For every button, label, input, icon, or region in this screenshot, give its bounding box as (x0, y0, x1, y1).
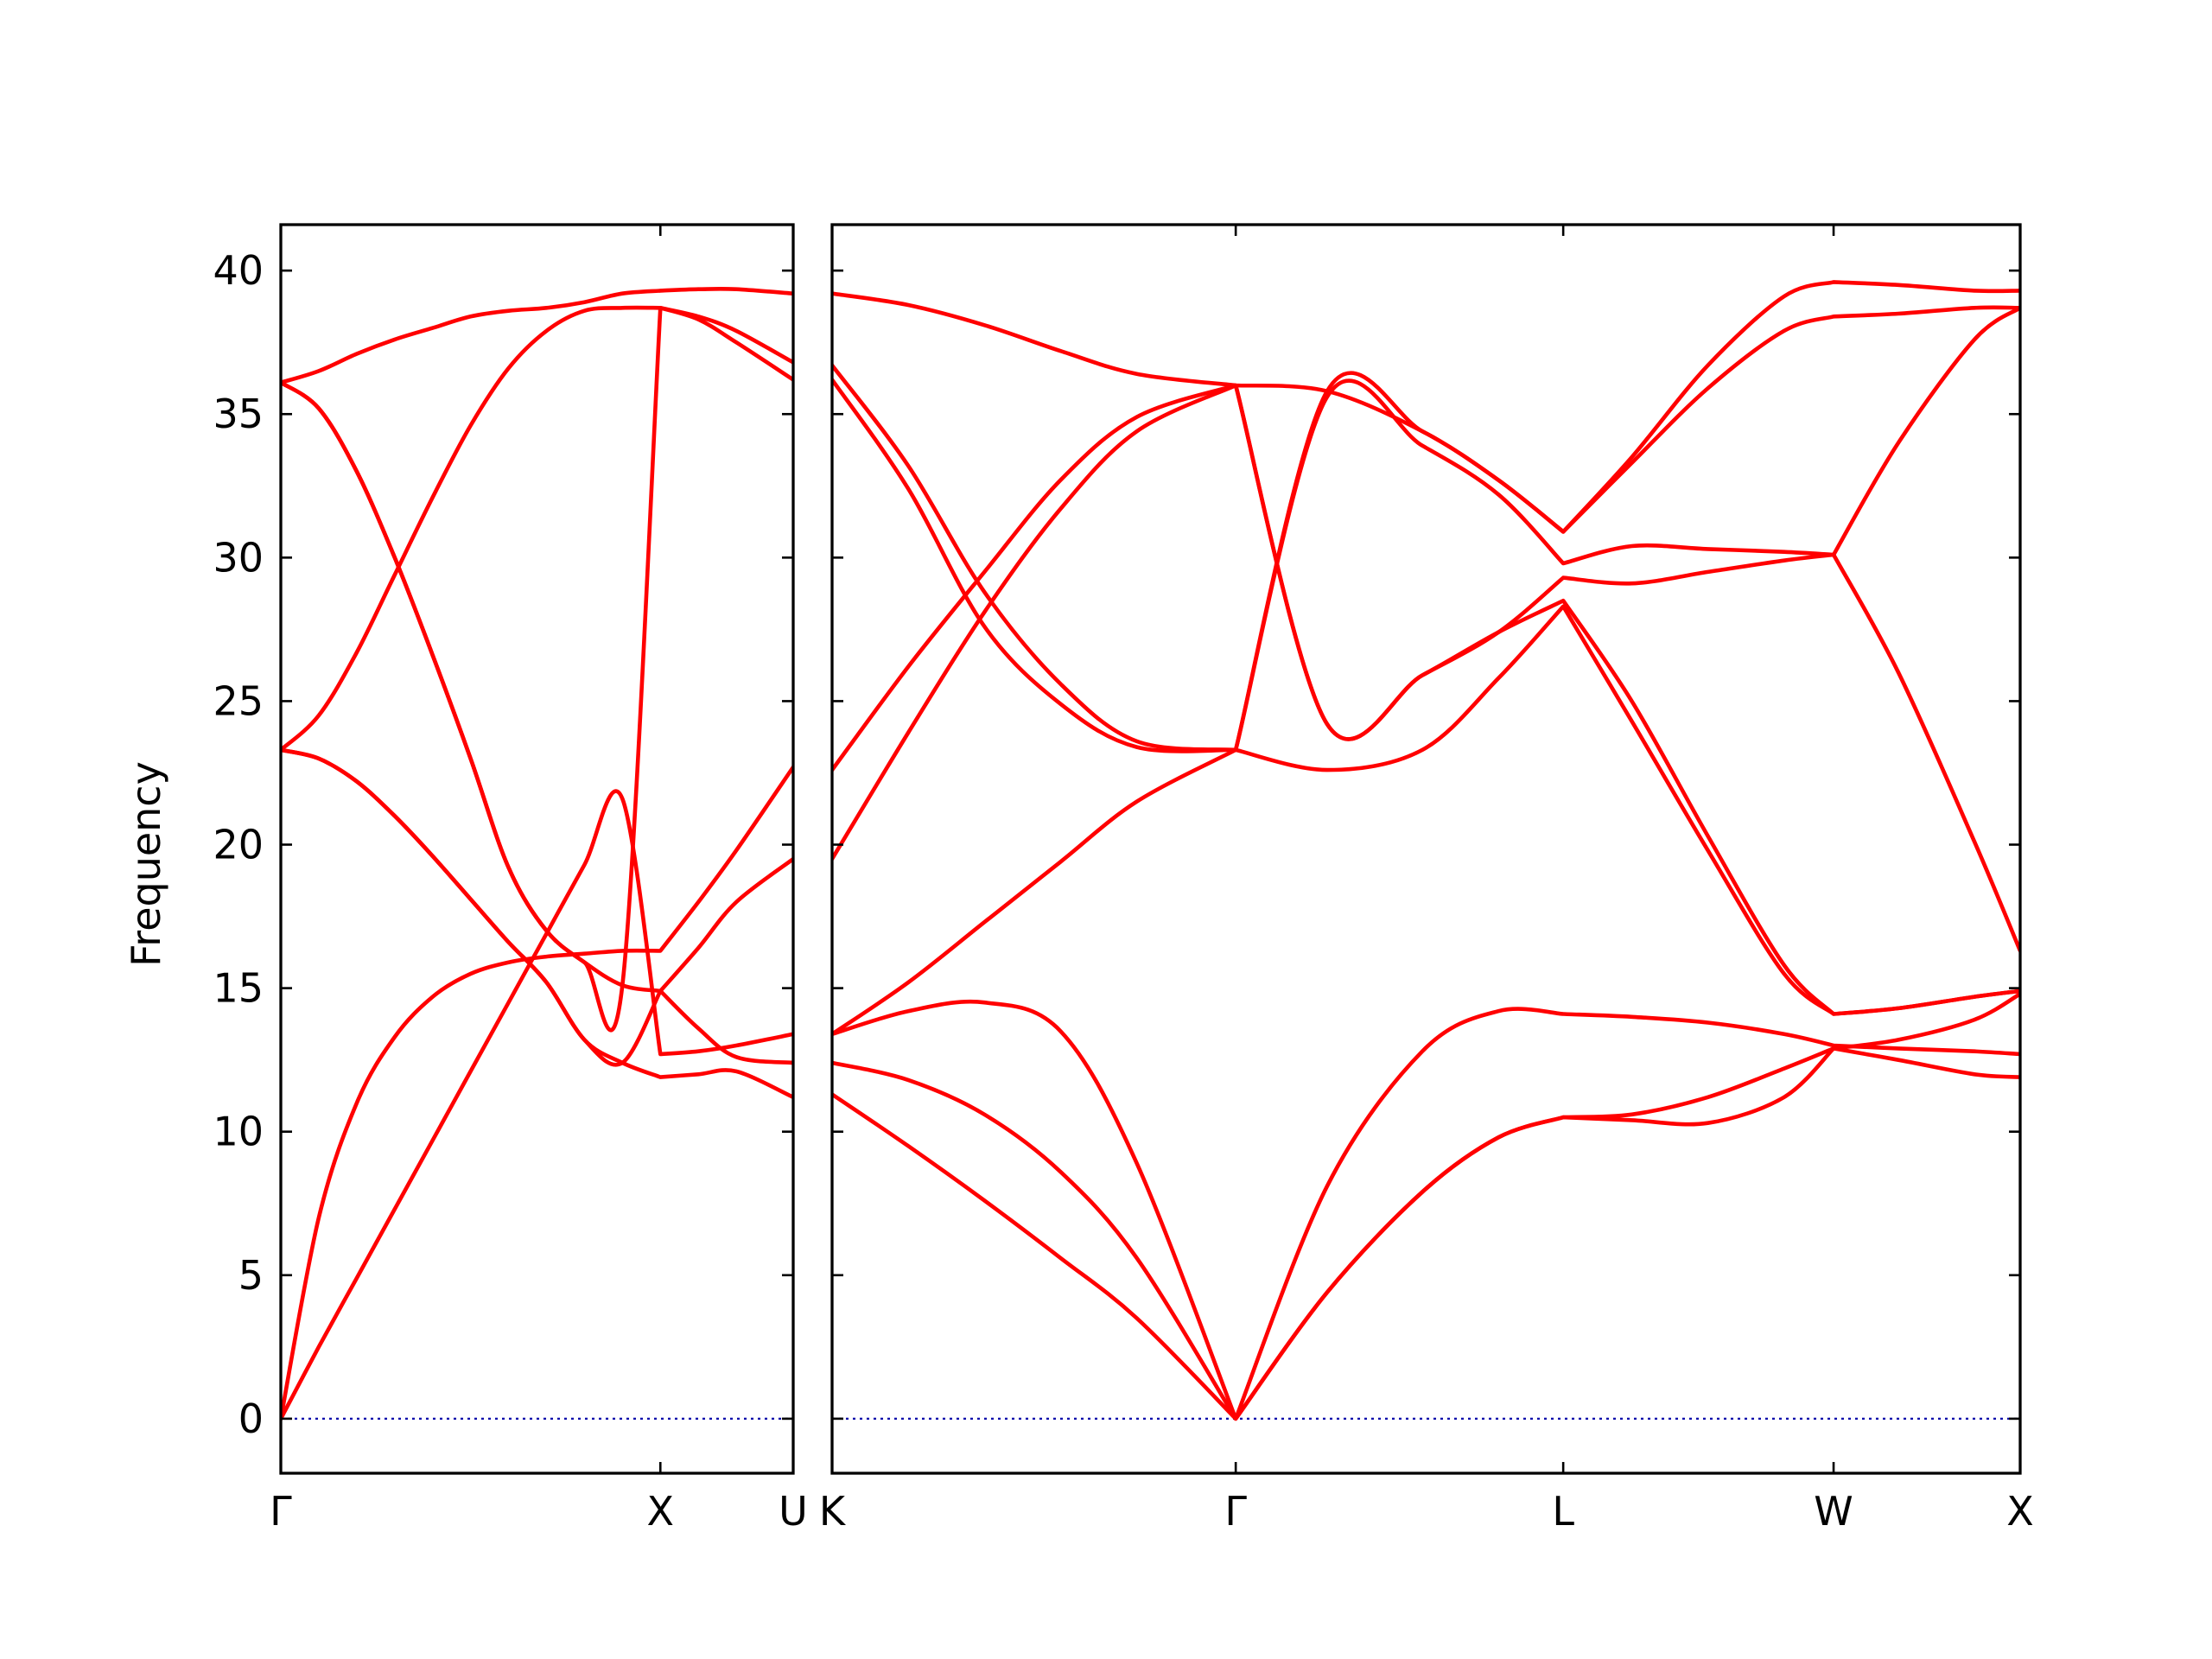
x-tick-label: U (779, 1488, 808, 1535)
band-line (832, 999, 2020, 1421)
chart-panels: 0 5 10 15 20 25 30 35 40 Γ X U K Γ L W X (213, 223, 2034, 1535)
band-line (832, 305, 2020, 753)
y-tick-label: 25 (213, 677, 264, 724)
band-line (281, 380, 793, 1065)
x-tick-label: X (2006, 1488, 2034, 1535)
x-tick-label: Γ (270, 1488, 292, 1535)
y-tick-label: 40 (213, 247, 264, 294)
x-tick-label: K (819, 1488, 847, 1535)
band-line (281, 765, 793, 1421)
band-line (281, 306, 793, 1033)
bands-panel-1 (281, 286, 793, 1421)
y-tick-label: 20 (213, 822, 264, 868)
y-tick-label: 5 (238, 1252, 264, 1299)
panel-1: 0 5 10 15 20 25 30 35 40 Γ X U (213, 223, 808, 1535)
x-tick-label: X (647, 1488, 675, 1535)
band-line (832, 383, 2020, 1016)
bands-panel-2 (832, 280, 2020, 1421)
y-tick-label: 15 (213, 965, 264, 1012)
band-line (281, 305, 793, 753)
band-line (832, 383, 2020, 953)
band-line (832, 1007, 2020, 1421)
band-line (832, 280, 2020, 534)
y-tick-label: 0 (238, 1395, 264, 1442)
x-tick-label: L (1552, 1488, 1574, 1535)
panel-frame (830, 223, 2022, 1475)
x-tick-label: Γ (1224, 1488, 1247, 1535)
y-tick-label: 30 (213, 534, 264, 581)
band-line (281, 747, 793, 1067)
band-line (832, 306, 2020, 753)
y-axis-label: Frequency (123, 761, 169, 967)
band-line (832, 604, 2020, 1037)
band-line (832, 992, 2020, 1421)
y-tick-label: 35 (213, 391, 264, 437)
panel-frame (279, 223, 795, 1475)
band-line (281, 286, 793, 385)
y-tick-label: 10 (213, 1109, 264, 1155)
x-tick-label: W (1814, 1488, 1853, 1535)
